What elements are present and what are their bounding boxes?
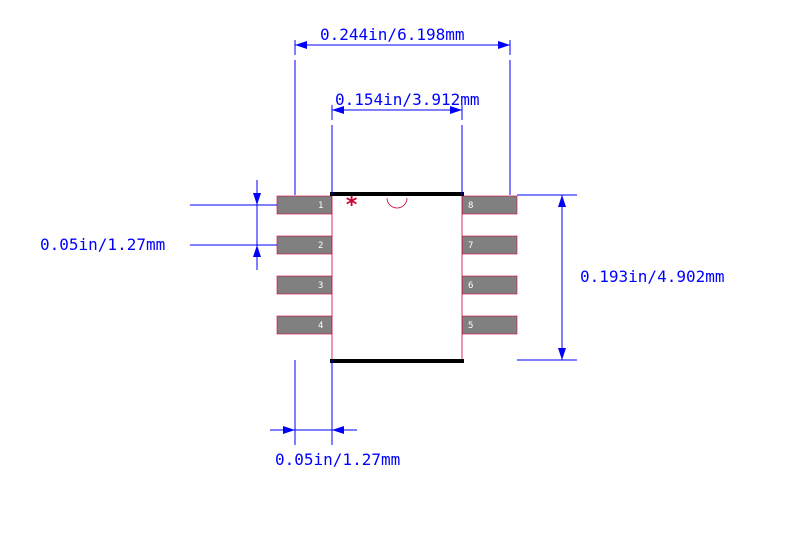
dim-pin-length-label: 0.05in/1.27mm: [275, 450, 400, 469]
pin-5-label: 5: [468, 321, 473, 331]
pin-2-label: 2: [318, 241, 323, 251]
dim-overall-width-label: 0.244in/6.198mm: [320, 25, 465, 44]
pin-4: [277, 316, 332, 334]
package-footprint-drawing: 1 8 2 7 3 6 4 5 * 0.244in/6.198mm 0.154in/3.912mm 0…: [0, 0, 800, 560]
arrowhead: [295, 41, 307, 49]
body-bottom-edge: [330, 359, 464, 363]
dim-body-height-label: 0.193in/4.902mm: [580, 267, 725, 286]
arrowhead: [253, 245, 261, 257]
pin-7-label: 7: [468, 241, 473, 251]
dim-pin-pitch-label: 0.05in/1.27mm: [40, 235, 165, 254]
pin-6-label: 6: [468, 281, 473, 291]
arrowhead: [332, 426, 344, 434]
arrowhead: [283, 426, 295, 434]
pin-2: [277, 236, 332, 254]
arrowhead: [253, 193, 261, 205]
pin-1: [277, 196, 332, 214]
pin1-marker: *: [345, 193, 358, 218]
arrowhead: [558, 195, 566, 207]
package-body: [332, 195, 462, 360]
pin-3: [277, 276, 332, 294]
pin-8-label: 8: [468, 201, 473, 211]
pin-1-label: 1: [318, 201, 323, 211]
pin-4-label: 4: [318, 321, 323, 331]
arrowhead: [558, 348, 566, 360]
arrowhead: [498, 41, 510, 49]
pin-3-label: 3: [318, 281, 323, 291]
dim-body-width-label: 0.154in/3.912mm: [335, 90, 480, 109]
